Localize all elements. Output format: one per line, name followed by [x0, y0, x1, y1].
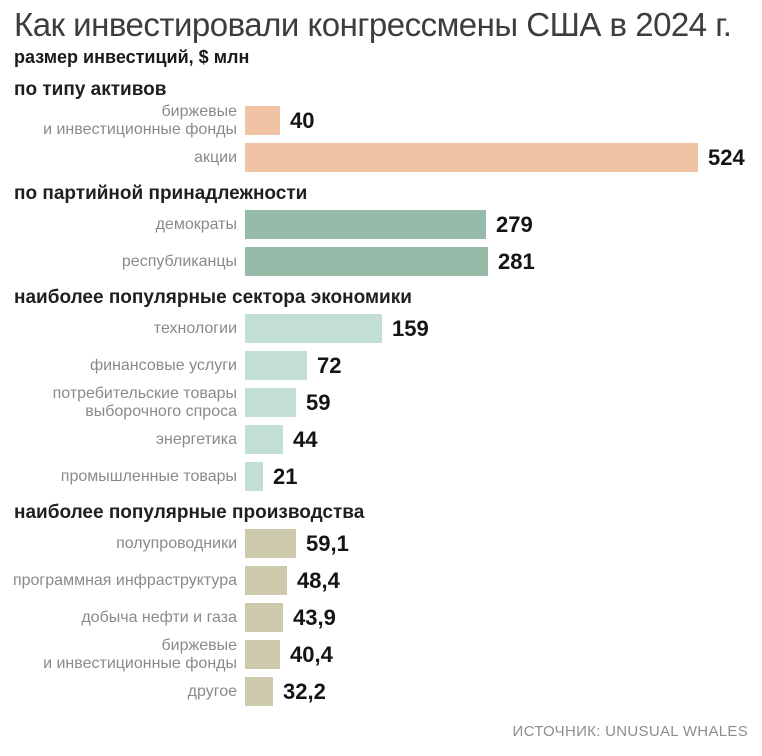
bar-value: 44	[293, 426, 318, 452]
chart-sections: по типу активов биржевые и инвестиционные…	[0, 80, 762, 706]
bar	[245, 314, 382, 343]
bar-row: полупроводники 59,1	[0, 529, 762, 558]
bar	[245, 143, 698, 172]
chart-subtitle: размер инвестиций, $ млн	[14, 47, 250, 67]
bar-value: 43,9	[293, 604, 336, 630]
bar-label: биржевые и инвестиционные фонды	[43, 102, 237, 138]
bar	[245, 106, 280, 135]
bar-value: 72	[317, 352, 342, 378]
chart-section: по типу активов биржевые и инвестиционные…	[0, 80, 762, 172]
bar	[245, 566, 287, 595]
bar-label: финансовые услуги	[89, 356, 237, 374]
bar-row: биржевые и инвестиционные фонды 40,4	[0, 636, 762, 672]
bar-row: промышленные товары 21	[0, 462, 762, 491]
bar-label: биржевые и инвестиционные фонды	[43, 636, 237, 672]
bar-value: 59	[306, 389, 331, 415]
bar-row: потребительские товары выборочного спрос…	[0, 384, 762, 420]
bar	[245, 529, 296, 558]
bar-row: демократы 279	[0, 210, 762, 239]
bar-value: 279	[496, 211, 533, 237]
bar	[245, 462, 263, 491]
bar	[245, 388, 296, 417]
bar	[245, 247, 488, 276]
section-header: по типу активов	[14, 79, 167, 100]
section-header: по партийной принадлежности	[14, 183, 308, 204]
bar-label: добыча нефти и газа	[81, 608, 237, 626]
bar-row: программная инфраструктура 48,4	[0, 566, 762, 595]
bar-row: финансовые услуги 72	[0, 351, 762, 380]
bar-value: 59,1	[306, 530, 349, 556]
bar-label: акции	[194, 148, 237, 166]
bar-label: другое	[187, 682, 237, 700]
bar-value: 524	[708, 144, 745, 170]
bar-value: 159	[392, 315, 429, 341]
bar-label: потребительские товары выборочного спрос…	[52, 384, 237, 420]
bar-row: республиканцы 281	[0, 247, 762, 276]
bar-label: демократы	[155, 215, 237, 233]
bar-label: энергетика	[155, 430, 237, 448]
section-header: наиболее популярные производства	[14, 502, 365, 523]
chart-section: наиболее популярные производства полупров…	[0, 503, 762, 706]
bar-row: энергетика 44	[0, 425, 762, 454]
bar-row: акции 524	[0, 143, 762, 172]
bar-row: биржевые и инвестиционные фонды 40	[0, 102, 762, 138]
bar-row: технологии 159	[0, 314, 762, 343]
bar	[245, 640, 280, 669]
chart-section: по партийной принадлежности демократы 279 р…	[0, 184, 762, 276]
section-header: наиболее популярные сектора экономики	[14, 287, 412, 308]
source-note: ИСТОЧНИК: UNUSUAL WHALES	[512, 723, 748, 740]
bar-row: добыча нефти и газа 43,9	[0, 603, 762, 632]
bar-label: программная инфраструктура	[12, 571, 237, 589]
bar-value: 48,4	[297, 567, 340, 593]
bar-row: другое 32,2	[0, 677, 762, 706]
bar	[245, 425, 283, 454]
bar-value: 21	[273, 463, 298, 489]
bar	[245, 677, 273, 706]
bar-value: 32,2	[283, 678, 326, 704]
chart-title: Как инвестировали конгрессмены США в 202…	[14, 6, 732, 43]
bar-label: промышленные товары	[60, 467, 237, 485]
chart-section: наиболее популярные сектора экономики тех…	[0, 288, 762, 491]
bar	[245, 210, 486, 239]
bar	[245, 351, 307, 380]
bar-label: технологии	[153, 319, 237, 337]
bar-label: полупроводники	[116, 534, 237, 552]
bar-value: 40,4	[290, 641, 333, 667]
bar	[245, 603, 283, 632]
bar-value: 281	[498, 248, 535, 274]
bar-value: 40	[290, 107, 315, 133]
bar-label: республиканцы	[121, 252, 237, 270]
